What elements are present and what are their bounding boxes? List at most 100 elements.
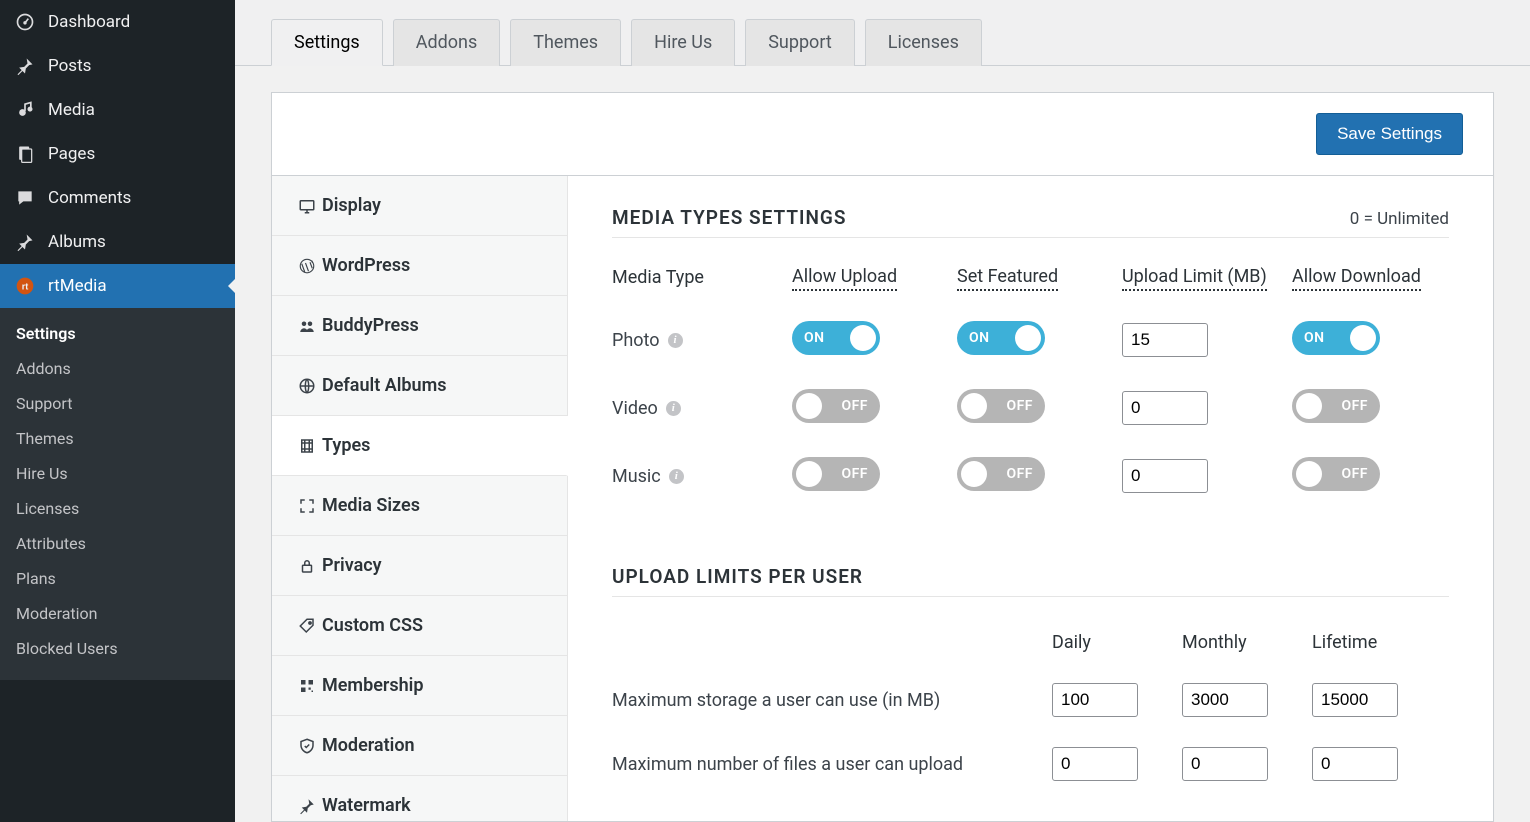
- upload-limit-row: Maximum storage a user can use (in MB): [612, 683, 1449, 717]
- col-set-featured: Set Featured: [957, 266, 1058, 291]
- toggle-knob: [796, 393, 822, 419]
- wp-submenu-themes[interactable]: Themes: [0, 421, 235, 456]
- tab-settings[interactable]: Settings: [271, 19, 383, 66]
- toggle-label: ON: [969, 330, 990, 346]
- wp-submenu-licenses[interactable]: Licenses: [0, 491, 235, 526]
- col-upload-limit: Upload Limit (MB): [1122, 266, 1267, 291]
- settings-nav-wordpress[interactable]: WordPress: [272, 236, 567, 296]
- settings-nav-label: Media Sizes: [322, 495, 420, 516]
- limit-monthly-input[interactable]: [1182, 747, 1268, 781]
- toggle-knob: [1296, 393, 1322, 419]
- toggle-allow-download-photo[interactable]: ON: [1292, 321, 1380, 355]
- settings-nav-label: Watermark: [322, 795, 411, 816]
- toggle-allow-download-music[interactable]: OFF: [1292, 457, 1380, 491]
- wp-submenu: SettingsAddonsSupportThemesHire UsLicens…: [0, 308, 235, 680]
- tab-themes[interactable]: Themes: [510, 19, 621, 66]
- limit-lifetime-input[interactable]: [1312, 747, 1398, 781]
- tab-support[interactable]: Support: [745, 19, 855, 66]
- info-icon[interactable]: i: [669, 469, 684, 484]
- wp-menu-rtmedia[interactable]: rt rtMedia: [0, 264, 235, 308]
- wp-submenu-settings[interactable]: Settings: [0, 316, 235, 351]
- toggle-label: OFF: [1341, 466, 1368, 482]
- wordpress-icon: [292, 257, 322, 275]
- media-types-title: MEDIA TYPES SETTINGS: [612, 206, 846, 229]
- upload-limit-row: Maximum number of files a user can uploa…: [612, 747, 1449, 781]
- toggle-allow-upload-photo[interactable]: ON: [792, 321, 880, 355]
- wp-menu-label: Media: [48, 100, 95, 120]
- settings-nav-media-sizes[interactable]: Media Sizes: [272, 476, 567, 536]
- col-monthly: Monthly: [1182, 632, 1312, 653]
- media-types-title-row: MEDIA TYPES SETTINGS 0 = Unlimited: [612, 206, 1449, 238]
- wp-menu-label: Comments: [48, 188, 131, 208]
- settings-nav-buddypress[interactable]: BuddyPress: [272, 296, 567, 356]
- upload-limit-input-video[interactable]: [1122, 391, 1208, 425]
- wp-submenu-attributes[interactable]: Attributes: [0, 526, 235, 561]
- toggle-set-featured-music[interactable]: OFF: [957, 457, 1045, 491]
- settings-nav-privacy[interactable]: Privacy: [272, 536, 567, 596]
- toggle-label: OFF: [841, 466, 868, 482]
- wp-submenu-hire-us[interactable]: Hire Us: [0, 456, 235, 491]
- limit-daily-input[interactable]: [1052, 683, 1138, 717]
- wp-menu-dashboard[interactable]: Dashboard: [0, 0, 235, 44]
- upload-limit-input-photo[interactable]: [1122, 323, 1208, 357]
- wp-submenu-support[interactable]: Support: [0, 386, 235, 421]
- limit-lifetime-input[interactable]: [1312, 683, 1398, 717]
- wp-menu-albums[interactable]: Albums: [0, 220, 235, 264]
- toggle-set-featured-video[interactable]: OFF: [957, 389, 1045, 423]
- info-icon[interactable]: i: [668, 333, 683, 348]
- wp-menu-label: rtMedia: [48, 276, 107, 296]
- upload-limits-title-row: UPLOAD LIMITS PER USER: [612, 565, 1449, 597]
- wp-submenu-blocked-users[interactable]: Blocked Users: [0, 631, 235, 666]
- dashboard-icon: [12, 12, 38, 32]
- pin-icon: [12, 56, 38, 76]
- upload-limits-section: UPLOAD LIMITS PER USER Daily Monthly Lif…: [612, 565, 1449, 781]
- media-type-label: Musici: [612, 466, 792, 487]
- toggle-knob: [1015, 325, 1041, 351]
- svg-text:rt: rt: [22, 281, 29, 291]
- toggle-set-featured-photo[interactable]: ON: [957, 321, 1045, 355]
- settings-nav-default-albums[interactable]: Default Albums: [272, 356, 567, 416]
- tab-hire-us[interactable]: Hire Us: [631, 19, 735, 66]
- save-settings-button[interactable]: Save Settings: [1316, 113, 1463, 155]
- wp-submenu-moderation[interactable]: Moderation: [0, 596, 235, 631]
- upload-limit-label: Maximum number of files a user can uploa…: [612, 754, 1052, 775]
- settings-nav-membership[interactable]: Membership: [272, 656, 567, 716]
- toggle-allow-download-video[interactable]: OFF: [1292, 389, 1380, 423]
- wp-menu-label: Albums: [48, 232, 106, 252]
- unlimited-hint: 0 = Unlimited: [1350, 209, 1449, 229]
- globe-icon: [292, 377, 322, 395]
- wp-submenu-plans[interactable]: Plans: [0, 561, 235, 596]
- upload-limits-header: Daily Monthly Lifetime: [612, 632, 1449, 653]
- wp-menu-posts[interactable]: Posts: [0, 44, 235, 88]
- settings-nav-custom-css[interactable]: Custom CSS: [272, 596, 567, 656]
- media-type-row-video: Videoi OFF OFF OFF: [612, 389, 1449, 427]
- settings-nav-types[interactable]: Types: [272, 416, 568, 476]
- wp-menu-pages[interactable]: Pages: [0, 132, 235, 176]
- pin-icon: [292, 797, 322, 815]
- toggle-allow-upload-video[interactable]: OFF: [792, 389, 880, 423]
- main-content: SettingsAddonsThemesHire UsSupportLicens…: [235, 0, 1530, 822]
- settings-nav-label: Privacy: [322, 555, 382, 576]
- settings-nav-watermark[interactable]: Watermark: [272, 776, 567, 822]
- toggle-label: OFF: [1006, 398, 1033, 414]
- info-icon[interactable]: i: [666, 401, 681, 416]
- limit-monthly-input[interactable]: [1182, 683, 1268, 717]
- toggle-allow-upload-music[interactable]: OFF: [792, 457, 880, 491]
- media-type-name: Video: [612, 398, 658, 419]
- col-daily: Daily: [1052, 632, 1182, 653]
- settings-nav-label: Types: [322, 435, 370, 456]
- wp-menu-comments[interactable]: Comments: [0, 176, 235, 220]
- settings-nav-moderation[interactable]: Moderation: [272, 716, 567, 776]
- wp-submenu-addons[interactable]: Addons: [0, 351, 235, 386]
- media-icon: [12, 100, 38, 120]
- tab-addons[interactable]: Addons: [393, 19, 501, 66]
- limit-daily-input[interactable]: [1052, 747, 1138, 781]
- tab-licenses[interactable]: Licenses: [865, 19, 982, 66]
- upload-limit-input-music[interactable]: [1122, 459, 1208, 493]
- settings-nav-display[interactable]: Display: [272, 176, 567, 236]
- wp-menu-media[interactable]: Media: [0, 88, 235, 132]
- toggle-knob: [1296, 461, 1322, 487]
- media-type-name: Photo: [612, 330, 660, 351]
- upload-limits-title: UPLOAD LIMITS PER USER: [612, 565, 863, 588]
- qr-icon: [292, 677, 322, 695]
